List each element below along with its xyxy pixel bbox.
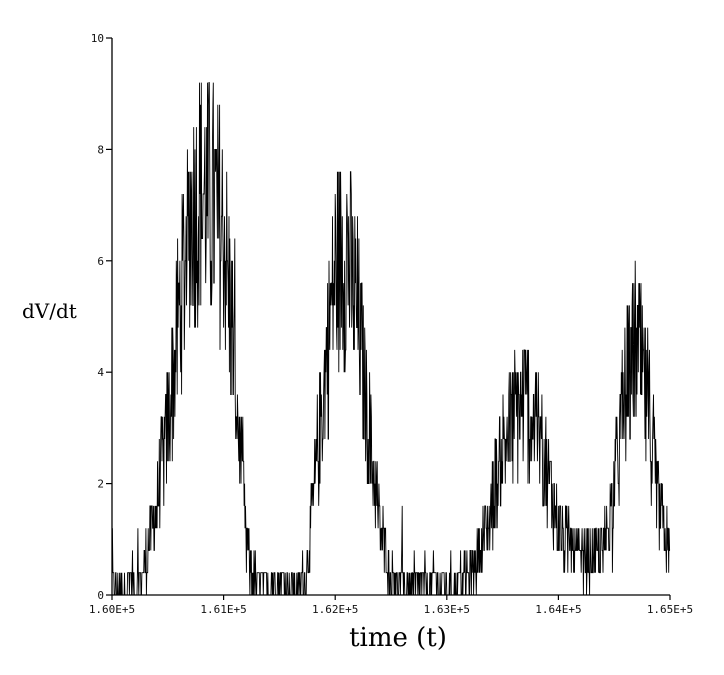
x-tick-label: 1.62E+5 (312, 603, 358, 616)
axes (106, 37, 671, 600)
y-tick-label: 0 (97, 589, 104, 602)
y-tick-label: 4 (97, 366, 104, 379)
x-tick-label: 1.60E+5 (89, 603, 135, 616)
y-tick-label: 6 (97, 255, 104, 268)
x-tick-label: 1.63E+5 (424, 603, 470, 616)
x-tick-label: 1.65E+5 (647, 603, 693, 616)
y-tick-label: 10 (91, 32, 104, 45)
series-layer (111, 82, 671, 596)
y-axis-title: dV/dt (22, 299, 77, 323)
x-tick-label: 1.64E+5 (535, 603, 581, 616)
y-tick-label: 8 (97, 143, 104, 156)
series-line (111, 82, 671, 596)
x-axis-title: time (t) (349, 623, 447, 653)
x-tick-label: 1.61E+5 (200, 603, 246, 616)
y-tick-label: 2 (97, 478, 104, 491)
labels: 0 2 4 6 8 10 1.60E+5 1.61E+5 1.62E+5 1.63E+5 1.64E… (89, 32, 693, 616)
